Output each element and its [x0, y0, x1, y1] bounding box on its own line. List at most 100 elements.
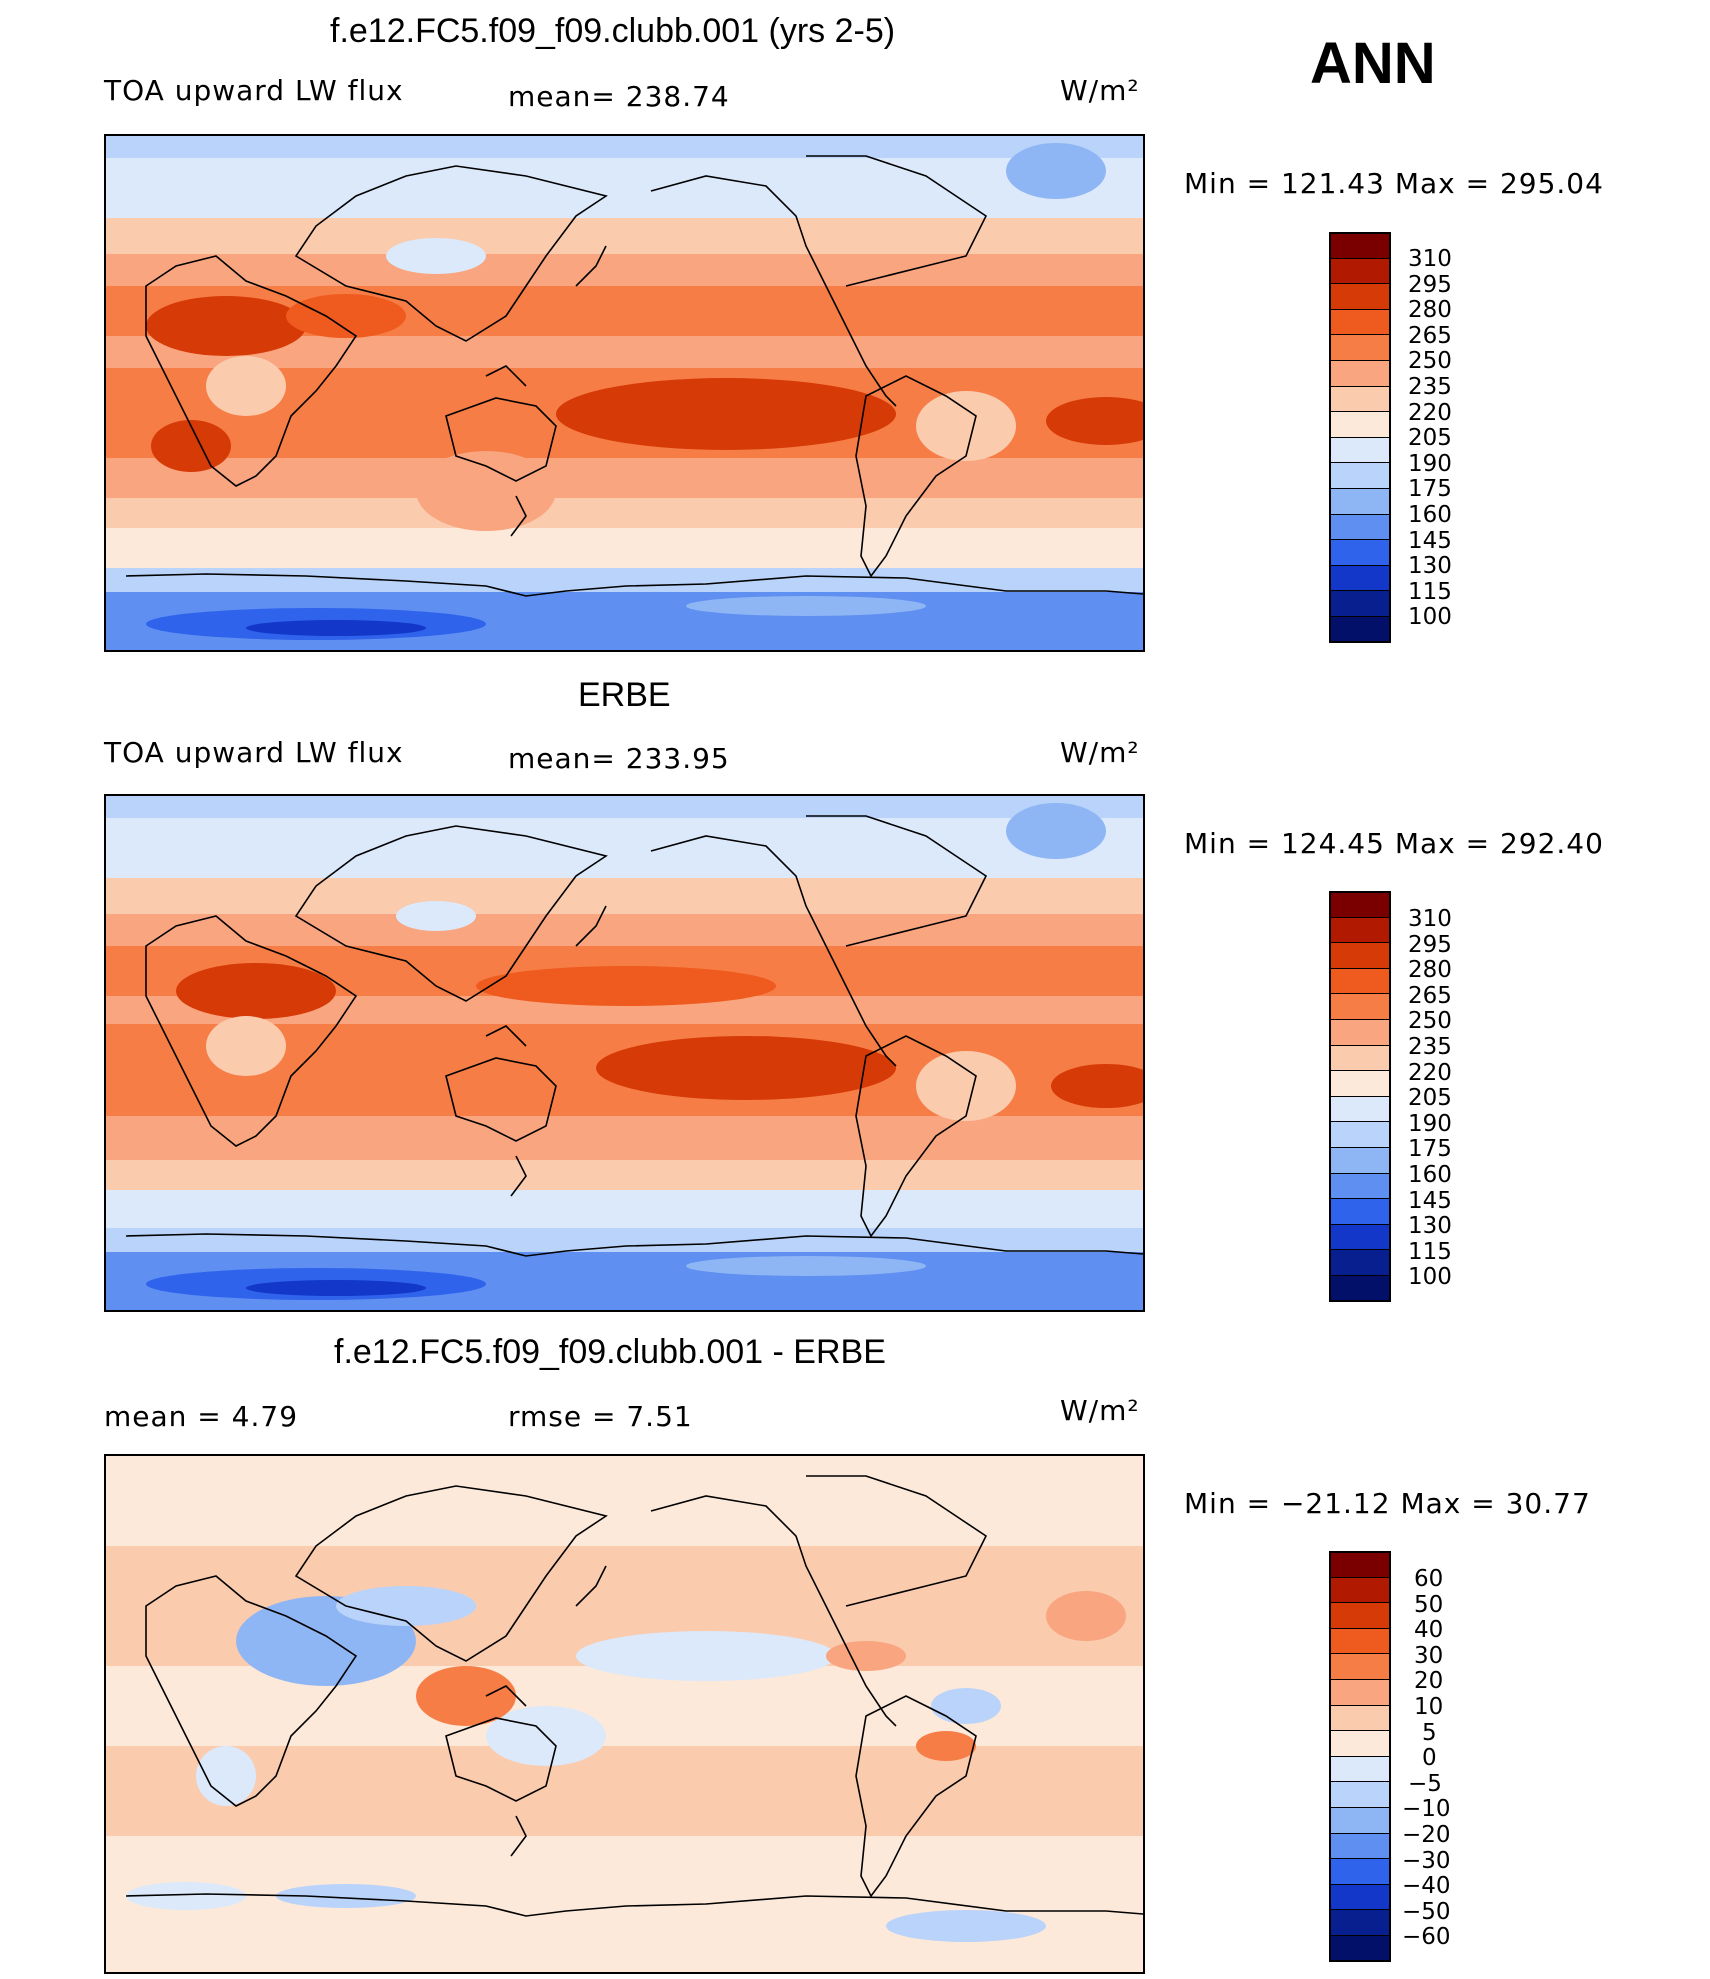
cbar-1-tick: 250 [1408, 348, 1452, 374]
cbar-1-tick: 160 [1408, 502, 1452, 528]
cbar-3-tick: 40 [1414, 1617, 1444, 1643]
cbar-1-tick: 280 [1408, 297, 1452, 323]
cbar-2-tick: 145 [1408, 1188, 1452, 1214]
cbar-1-box [1329, 360, 1391, 386]
cbar-1-box [1329, 513, 1391, 540]
cbar-2-tick: 220 [1408, 1060, 1452, 1086]
cbar-2-tick: 295 [1408, 932, 1452, 958]
cbar-3-tick: −20 [1402, 1822, 1451, 1848]
cbar-3-box [1329, 1781, 1391, 1807]
cbar-1-tick: 205 [1408, 425, 1452, 451]
cbar-2-tick: 310 [1408, 906, 1452, 932]
cbar-2-box [1329, 891, 1391, 917]
cbar-1-tick: 295 [1408, 272, 1452, 298]
cbar-3-tick: 10 [1414, 1694, 1444, 1720]
cbar-3-box [1329, 1576, 1391, 1603]
cbar-1-tick: 235 [1408, 374, 1452, 400]
cbar-2-box [1329, 1172, 1391, 1199]
cbar-3-box [1329, 1755, 1391, 1782]
cbar-3-tick: 30 [1414, 1643, 1444, 1669]
cbar-3-tick: −40 [1402, 1873, 1451, 1899]
cbar-2-tick: 235 [1408, 1034, 1452, 1060]
cbar-2-tick: 205 [1408, 1085, 1452, 1111]
cbar-3-box [1329, 1858, 1391, 1884]
cbar-2-box [1329, 1275, 1391, 1302]
cbar-1-box [1329, 334, 1391, 360]
cbar-3-box [1329, 1551, 1391, 1577]
panel-1-title: f.e12.FC5.f09_f09.clubb.001 (yrs 2-5) [330, 12, 896, 50]
season-label: ANN [1310, 31, 1436, 96]
cbar-2-box [1329, 1198, 1391, 1224]
cbar-1-box [1329, 436, 1391, 463]
cbar-2-tick: 190 [1408, 1111, 1452, 1137]
panel-1-mean-label: mean= 238.74 [508, 80, 730, 113]
cbar-2-tick: 100 [1408, 1264, 1452, 1290]
panel-2-colorbar [1329, 891, 1391, 1302]
cbar-1-box [1329, 411, 1391, 437]
cbar-3-box [1329, 1627, 1391, 1654]
panel-3-title: f.e12.FC5.f09_f09.clubb.001 - ERBE [334, 1333, 886, 1371]
cbar-3-tick: −30 [1402, 1848, 1451, 1874]
panel-3-units-label: W/m² [1060, 1394, 1140, 1427]
panel-2-mean-label: mean= 233.95 [508, 742, 730, 775]
panel-2-units-label: W/m² [1060, 736, 1140, 769]
cbar-3-tick: 60 [1414, 1566, 1444, 1592]
cbar-2-box [1329, 1147, 1391, 1173]
cbar-1-tick: 310 [1408, 246, 1452, 272]
cbar-2-box [1329, 916, 1391, 943]
panel-2-title: ERBE [578, 676, 671, 714]
cbar-2-box [1329, 993, 1391, 1019]
cbar-1-box [1329, 308, 1391, 335]
panel-3-map [104, 1454, 1145, 1974]
cbar-3-box [1329, 1935, 1391, 1962]
cbar-3-box [1329, 1730, 1391, 1756]
cbar-1-box [1329, 257, 1391, 284]
cbar-2-tick: 250 [1408, 1008, 1452, 1034]
cbar-1-tick: 220 [1408, 400, 1452, 426]
panel-1-colorbar [1329, 232, 1391, 643]
cbar-2-box [1329, 1121, 1391, 1147]
panel-3-stats: Min = −21.12 Max = 30.77 [1184, 1487, 1591, 1520]
panel-1-map [104, 134, 1145, 652]
cbar-3-tick: 5 [1422, 1720, 1437, 1746]
cbar-3-tick: −5 [1408, 1771, 1442, 1797]
cbar-3-tick: −60 [1402, 1924, 1451, 1950]
panel-3-mean-label: mean = 4.79 [104, 1400, 299, 1433]
panel-1-stats: Min = 121.43 Max = 295.04 [1184, 167, 1604, 200]
cbar-3-tick: 50 [1414, 1592, 1444, 1618]
panel-3-colorbar [1329, 1551, 1391, 1962]
cbar-1-box [1329, 488, 1391, 514]
cbar-2-tick: 115 [1408, 1239, 1452, 1265]
cbar-1-box [1329, 283, 1391, 309]
cbar-3-box [1329, 1807, 1391, 1833]
cbar-3-box [1329, 1704, 1391, 1731]
panel-2-variable-label: TOA upward LW flux [104, 736, 404, 769]
cbar-2-box [1329, 942, 1391, 968]
cbar-3-tick: 0 [1422, 1745, 1437, 1771]
cbar-1-box [1329, 462, 1391, 488]
cbar-2-box [1329, 1249, 1391, 1275]
cbar-1-tick: 115 [1408, 579, 1452, 605]
panel-2-map [104, 794, 1145, 1312]
cbar-2-tick: 175 [1408, 1136, 1452, 1162]
cbar-1-box [1329, 616, 1391, 643]
cbar-2-box [1329, 1070, 1391, 1096]
cbar-2-tick: 160 [1408, 1162, 1452, 1188]
cbar-3-box [1329, 1679, 1391, 1705]
cbar-2-box [1329, 1223, 1391, 1250]
cbar-1-tick: 175 [1408, 476, 1452, 502]
cbar-1-box [1329, 539, 1391, 565]
cbar-3-tick: −50 [1402, 1899, 1451, 1925]
panel-1-variable-label: TOA upward LW flux [104, 74, 404, 107]
cbar-2-box [1329, 1095, 1391, 1122]
cbar-3-box [1329, 1653, 1391, 1679]
cbar-3-box [1329, 1832, 1391, 1859]
cbar-1-tick: 265 [1408, 323, 1452, 349]
panel-2-stats: Min = 124.45 Max = 292.40 [1184, 827, 1604, 860]
cbar-1-box [1329, 232, 1391, 258]
cbar-2-box [1329, 967, 1391, 994]
cbar-3-tick: −10 [1402, 1796, 1451, 1822]
cbar-2-box [1329, 1019, 1391, 1045]
cbar-3-box [1329, 1909, 1391, 1935]
cbar-2-tick: 130 [1408, 1213, 1452, 1239]
